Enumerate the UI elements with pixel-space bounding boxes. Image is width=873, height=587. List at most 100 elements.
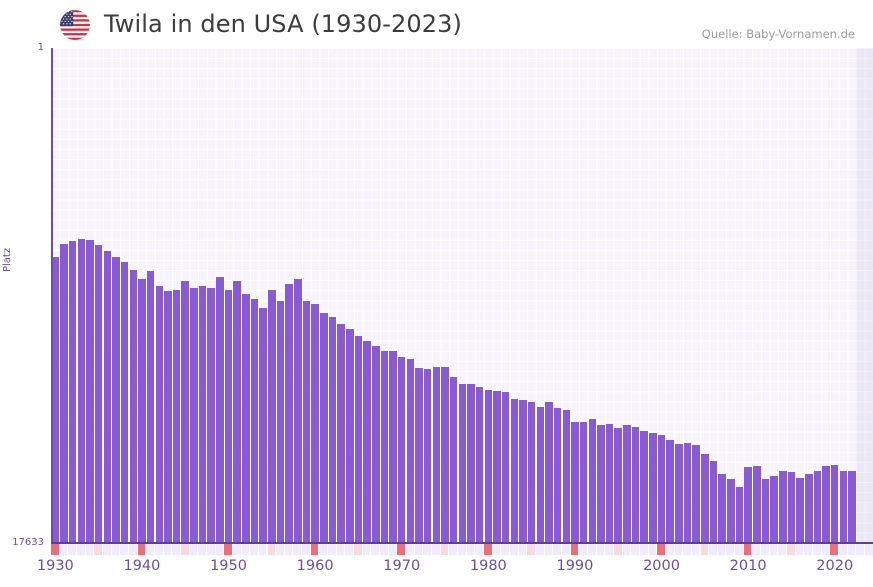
x-axis-major-tick [484,544,492,555]
x-axis-minor-tick [735,544,743,555]
x-axis-minor-tick [250,544,258,555]
bar [701,454,709,543]
x-axis-minor-tick [328,544,336,555]
x-axis-minor-tick [458,544,466,555]
x-axis-minor-tick [639,544,648,555]
x-axis-minor-tick [59,544,68,555]
x-axis-minor-tick [302,544,310,555]
bar [623,424,631,543]
x-axis-minor-tick [241,544,250,555]
x-axis-minor-tick [94,544,102,555]
bar [432,367,441,543]
bar [501,392,510,543]
bar [285,283,293,543]
bar [250,299,259,543]
bar [406,359,415,543]
x-axis-minor-tick [674,544,683,555]
x-axis-tick-label: 2010 [729,558,767,574]
bar [519,399,527,543]
x-axis-tick-label: 1940 [123,558,161,574]
bar [692,445,700,543]
x-axis-minor-tick [449,544,458,555]
bar [744,467,752,543]
x-axis-minor-tick [865,544,873,555]
x-axis-line [51,542,873,544]
us-flag-icon [60,10,90,40]
x-axis-minor-tick [276,544,284,555]
bar [614,427,622,543]
x-axis-minor-tick [362,544,371,555]
bar [363,341,371,543]
bar [216,277,224,543]
bar [605,424,614,543]
x-axis-minor-tick [466,544,475,555]
x-axis-minor-tick [146,544,154,555]
x-axis-minor-tick [406,544,414,555]
x-axis-minor-tick [163,544,172,555]
x-axis-minor-tick [726,544,735,555]
x-axis-minor-tick [284,544,293,555]
bar [683,443,692,543]
x-axis-major-tick [657,544,665,555]
x-axis-minor-tick [293,544,302,555]
x-axis-minor-tick [111,544,120,555]
bar [198,286,207,543]
bar [484,390,493,543]
x-axis-minor-tick [189,544,198,555]
bar [649,432,657,543]
x-axis-minor-tick [120,544,128,555]
bar [397,356,406,543]
x-axis-major-tick [743,544,752,555]
x-axis-minor-tick [172,544,180,555]
bar [588,419,596,543]
x-axis-minor-tick [102,544,111,555]
x-axis-tick-label: 1970 [383,558,421,574]
bar [415,368,423,543]
bar [320,313,328,543]
bar [423,368,432,543]
bar [294,279,302,543]
plot-area [51,48,873,543]
bar [190,288,198,543]
bar [372,345,380,543]
bar [268,289,276,543]
bar [181,281,189,543]
bar [172,289,181,543]
bar [138,279,146,543]
x-axis-minor-tick [778,544,787,555]
bar [761,478,770,543]
x-axis-minor-tick [267,544,276,555]
bar [830,464,839,543]
chart-source: Quelle: Baby-Vornamen.de [701,27,855,41]
x-axis-minor-tick [414,544,423,555]
bar [510,399,519,543]
x-axis-minor-tick [631,544,639,555]
bar [787,472,796,543]
y-axis-title: Platz [2,247,13,272]
bar [60,244,68,543]
x-axis-minor-tick [795,544,804,555]
bar [475,387,484,543]
x-axis-minor-tick [709,544,717,555]
bar [233,280,241,543]
x-axis-tick-label: 1980 [469,558,507,574]
x-axis-tick-labels: 1930 1940 1950 1960 1970 1980 1990 2000 2010 2020 [0,558,873,583]
x-axis-tick-band [51,544,873,555]
bar [94,245,103,543]
x-axis-minor-tick [717,544,726,555]
x-axis-major-tick [137,544,146,555]
x-axis-minor-tick [847,544,856,555]
x-axis-minor-tick [258,544,267,555]
x-axis-minor-tick [76,544,85,555]
bar [449,377,458,543]
x-axis-minor-tick [804,544,813,555]
bar [753,466,761,543]
x-axis-minor-tick [769,544,778,555]
chart-title: Twila in den USA (1930-2023) [104,10,462,38]
x-axis-tick-label: 1960 [296,558,334,574]
bar [562,409,571,543]
x-axis-minor-tick [839,544,847,555]
x-axis-minor-tick [440,544,449,555]
x-axis-minor-tick [475,544,483,555]
